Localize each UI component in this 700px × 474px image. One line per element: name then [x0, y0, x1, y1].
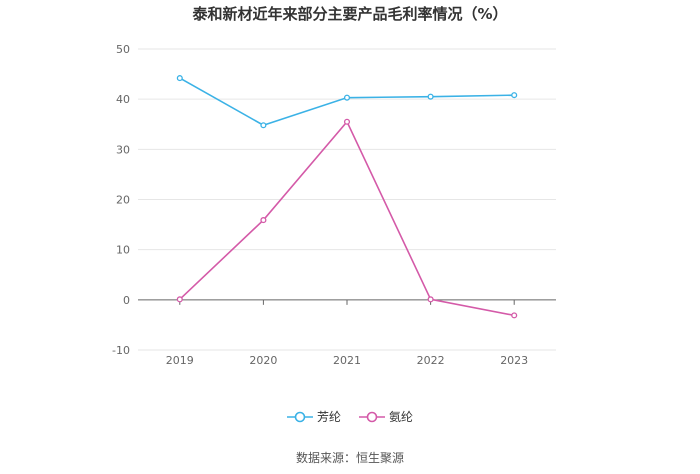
series-layer [176, 75, 518, 319]
legend-item-1[interactable]: 芳纶 [286, 408, 341, 425]
legend-marker-icon [286, 411, 313, 422]
y-tick-label: -10 [112, 344, 130, 357]
y-tick-label: 10 [116, 244, 130, 257]
data-source: 数据来源：恒生聚源 [295, 451, 404, 465]
data-point[interactable] [511, 92, 518, 99]
data-point[interactable] [260, 122, 267, 129]
data-point[interactable] [343, 94, 351, 101]
y-tick-label: 30 [116, 143, 130, 156]
x-tick-label: 2022 [417, 354, 445, 367]
legend-marker-icon [359, 411, 385, 422]
y-tick-label: 50 [116, 43, 130, 56]
legend: 芳纶 氨纶 [0, 408, 700, 425]
x-tick-label: 2019 [166, 354, 194, 367]
x-tick-label: 2020 [249, 354, 277, 367]
grid-lines [138, 48, 556, 351]
legend-item-2[interactable]: 氨纶 [359, 408, 413, 425]
x-tick-label: 2023 [500, 354, 528, 367]
data-point[interactable] [511, 312, 518, 319]
y-tick-label: 0 [123, 294, 130, 307]
legend-label: 氨纶 [389, 410, 414, 424]
data-point[interactable] [260, 217, 267, 224]
y-tick-label: 40 [116, 93, 130, 106]
chart-title: 泰和新材近年来部分主要产品毛利率情况（%） [192, 5, 508, 23]
x-tick-label: 2021 [333, 354, 361, 367]
data-point[interactable] [427, 93, 434, 100]
series-line-2 [179, 120, 515, 317]
data-point[interactable] [176, 75, 183, 82]
y-axis-tick-labels: 50 40 30 20 10 0 -10 [112, 43, 130, 357]
legend-label: 芳纶 [316, 410, 341, 424]
x-axis: 2019 2020 2021 2022 2023 [138, 299, 556, 367]
data-point[interactable] [427, 296, 434, 303]
series-line-1 [179, 77, 515, 127]
y-tick-label: 20 [116, 194, 130, 207]
data-point[interactable] [343, 118, 351, 125]
data-point[interactable] [176, 296, 183, 303]
